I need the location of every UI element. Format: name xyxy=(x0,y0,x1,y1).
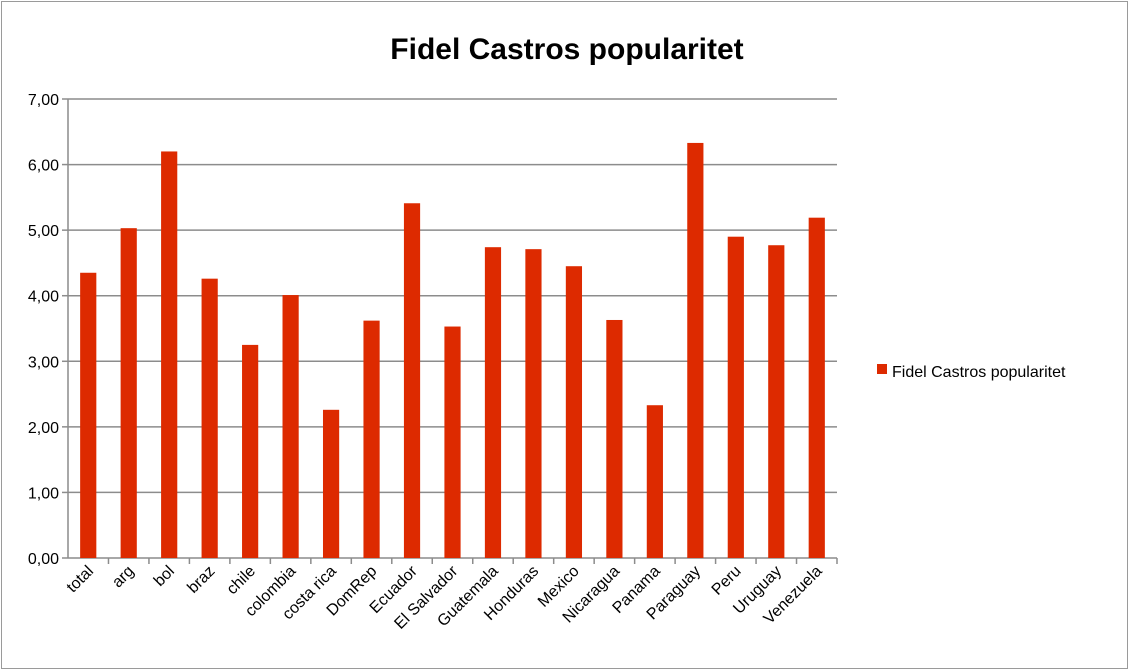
bar xyxy=(322,409,340,558)
y-tick-label: 0,00 xyxy=(28,551,59,568)
bar xyxy=(403,203,421,558)
x-tick-label: total xyxy=(64,563,97,596)
y-tick-label: 1,00 xyxy=(28,485,59,502)
bar xyxy=(687,142,704,558)
bar xyxy=(484,247,502,559)
x-tick-label: arg xyxy=(109,563,137,591)
y-tick-label: 3,00 xyxy=(28,354,59,371)
chart-title: Fidel Castros popularitet xyxy=(390,33,743,66)
bar xyxy=(363,320,380,558)
bar xyxy=(161,151,178,558)
y-tick-labels: 0,00 1,00 2,00 3,00 4,00 5,00 6,00 7,00 xyxy=(28,92,59,568)
bar xyxy=(646,405,663,558)
y-tick-label: 7,00 xyxy=(28,92,59,109)
y-tick-label: 6,00 xyxy=(28,158,59,175)
bar xyxy=(80,272,97,558)
x-tick-label: Peru xyxy=(709,563,745,599)
y-tick-label: 5,00 xyxy=(28,223,59,240)
bar xyxy=(282,295,299,558)
x-tick-label: chile xyxy=(224,563,259,598)
y-tick-label: 2,00 xyxy=(28,420,59,437)
legend-label: Fidel Castros popularitet xyxy=(892,364,1066,381)
bar xyxy=(565,266,583,558)
bar xyxy=(525,249,542,558)
bar xyxy=(120,228,137,558)
bar xyxy=(242,344,259,558)
bar xyxy=(201,278,218,558)
x-tick-label: braz xyxy=(184,563,218,597)
bar xyxy=(808,217,825,559)
bar xyxy=(444,326,461,558)
x-tick-label: bol xyxy=(151,563,178,590)
legend: Fidel Castros popularitet xyxy=(877,364,1066,381)
bar xyxy=(606,319,623,558)
bars xyxy=(80,142,825,559)
bar xyxy=(727,236,744,558)
legend-swatch xyxy=(877,364,887,374)
bar xyxy=(768,245,785,558)
y-tick-label: 4,00 xyxy=(28,289,59,306)
